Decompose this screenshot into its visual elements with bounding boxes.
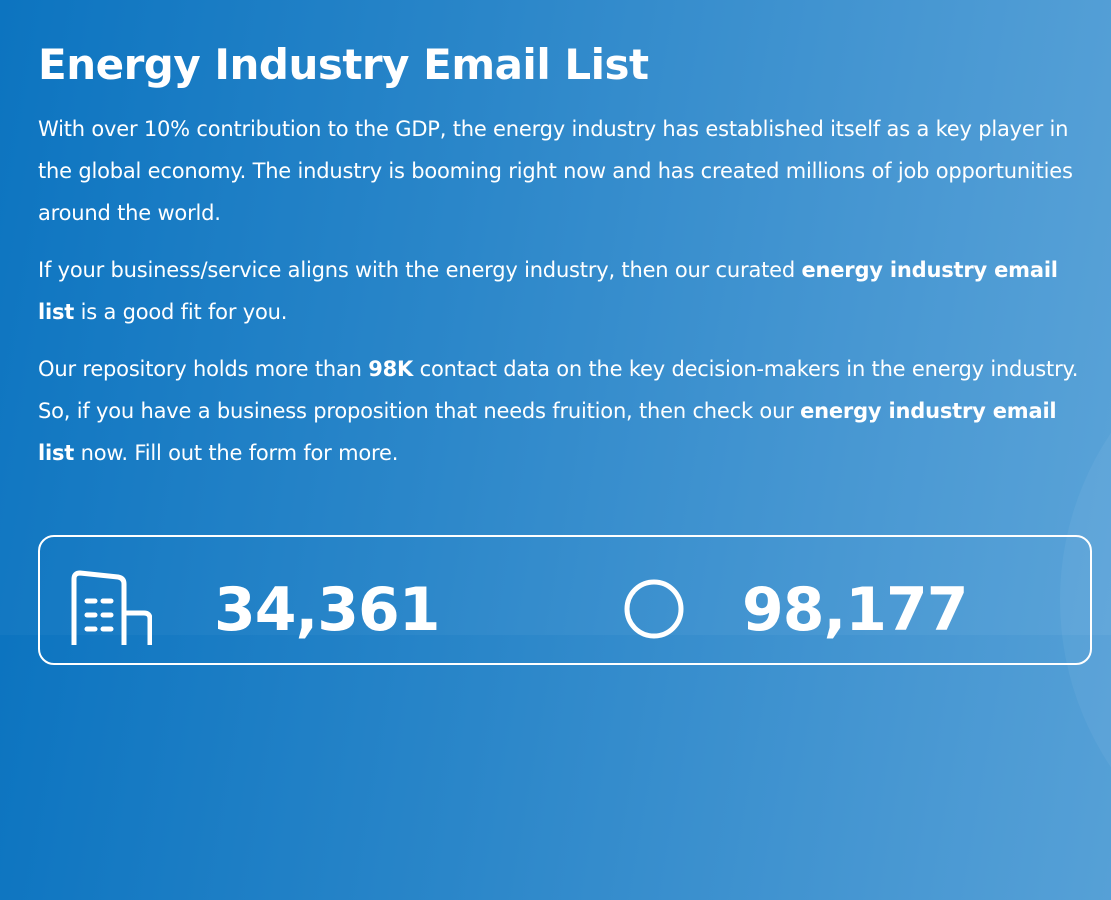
intro-paragraph: With over 10% contribution to the GDP, t… — [38, 117, 1073, 225]
bold-text: energy industry email list — [38, 258, 1058, 324]
text-segment: contact data on the key decision-makers … — [38, 357, 1079, 423]
stat-value: 98,177 — [742, 575, 969, 645]
stat-contacts: 98,177 — [622, 567, 969, 647]
contact-icon — [622, 567, 686, 647]
stats-box: 34,361 98,177 — [38, 535, 1092, 665]
fit-paragraph: If your business/service aligns with the… — [38, 249, 1098, 333]
page-title: Energy Industry Email List — [38, 40, 649, 89]
bold-text: energy industry email list — [38, 399, 1057, 465]
bold-text: 98K — [368, 357, 414, 381]
stat-value: 34,361 — [214, 575, 441, 645]
text-segment: is a good fit for you. — [74, 300, 288, 324]
text-segment: now. Fill out the form for more. — [74, 441, 399, 465]
main-content: Energy Industry Email List With over 10%… — [38, 38, 1098, 474]
text-segment: Our repository holds more than — [38, 357, 369, 381]
repository-paragraph: Our repository holds more than 98K conta… — [38, 348, 1098, 474]
stat-companies: 34,361 — [70, 567, 441, 647]
text-segment: If your business/service aligns with the… — [38, 258, 802, 282]
building-icon — [70, 567, 152, 647]
